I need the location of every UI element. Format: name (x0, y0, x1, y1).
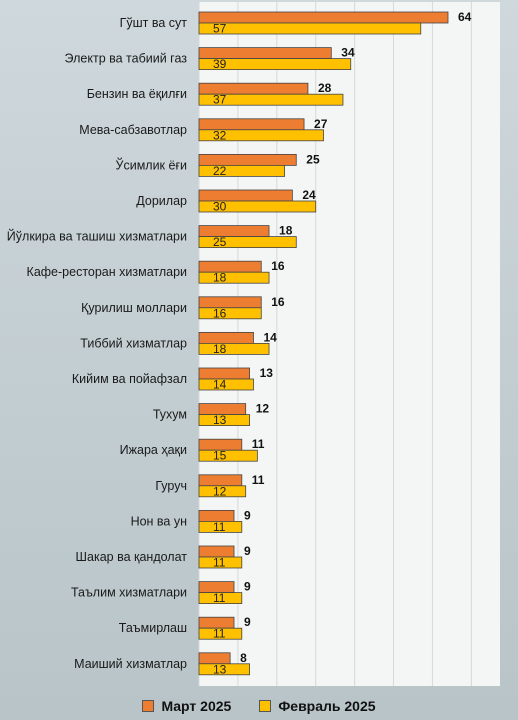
data-label-march: 9 (244, 544, 251, 558)
bar-march (198, 225, 270, 238)
bar-march (198, 11, 449, 24)
bar-february (198, 485, 247, 498)
data-label-march: 64 (458, 10, 472, 24)
bar-february (198, 58, 352, 70)
bar-march (198, 260, 262, 273)
data-label-february: 11 (213, 627, 226, 641)
category-label: Таълим хизматлари (71, 586, 187, 600)
data-label-february: 18 (213, 342, 227, 356)
bar-february (198, 556, 243, 569)
legend: Март 2025 Февраль 2025 (0, 695, 518, 717)
data-label-march: 9 (244, 615, 251, 629)
category-label: Шакар ва қандолат (76, 550, 188, 564)
data-label-february: 12 (213, 484, 227, 498)
legend-item-february: Февраль 2025 (259, 698, 376, 714)
bar-february (198, 414, 250, 427)
data-label-february: 11 (213, 520, 226, 534)
data-label-march: 11 (252, 437, 265, 451)
category-label: Кафе-ресторан хизматлари (27, 265, 187, 279)
data-label-march: 24 (302, 188, 316, 202)
data-label-march: 9 (244, 580, 251, 594)
data-label-march: 11 (252, 473, 265, 487)
category-label: Маиший хизматлар (74, 657, 187, 671)
bar-february (198, 449, 258, 462)
bar-february (198, 93, 344, 106)
bar-february (198, 200, 317, 213)
data-label-february: 30 (213, 200, 227, 214)
bar-february (198, 627, 243, 640)
data-label-february: 14 (213, 378, 227, 392)
category-label: Электр ва табиий газ (65, 52, 188, 66)
data-label-march: 28 (318, 81, 332, 95)
data-label-march: 14 (263, 330, 277, 344)
data-label-february: 25 (213, 235, 227, 249)
category-label: Бензин ва ёқилғи (87, 87, 187, 101)
legend-label-february: Февраль 2025 (278, 698, 376, 714)
bar-february (198, 271, 270, 284)
data-label-march: 34 (341, 46, 355, 60)
data-label-february: 57 (213, 22, 227, 36)
data-label-march: 9 (244, 508, 251, 522)
data-label-february: 32 (213, 128, 227, 142)
bar-february (198, 521, 243, 533)
bar-february (198, 164, 285, 177)
data-label-february: 37 (213, 93, 227, 107)
bar-february (198, 342, 270, 355)
bar-february (198, 129, 324, 142)
data-label-february: 13 (213, 413, 227, 427)
category-label: Мева-сабзавотлар (79, 123, 187, 137)
bar-february (198, 663, 250, 676)
data-label-february: 22 (213, 164, 227, 178)
data-label-march: 18 (279, 224, 293, 238)
category-label: Нон ва ун (131, 514, 188, 528)
data-label-february: 15 (213, 449, 227, 463)
data-label-march: 25 (306, 152, 320, 166)
data-label-february: 13 (213, 662, 227, 676)
data-label-february: 18 (213, 271, 227, 285)
category-label: Тиббий хизматлар (80, 336, 187, 350)
data-label-march: 12 (256, 402, 270, 416)
bar-february (198, 22, 422, 35)
bar-february (198, 307, 262, 320)
category-label: Гуруч (155, 479, 187, 493)
category-label: Қурилиш моллари (81, 301, 187, 315)
category-label: Гўшт ва сут (120, 16, 188, 30)
category-label: Дорилар (136, 194, 187, 208)
legend-item-march: Март 2025 (142, 698, 231, 714)
legend-swatch-february (259, 700, 272, 712)
data-label-march: 8 (240, 651, 247, 665)
data-label-march: 27 (314, 117, 328, 131)
category-label: Ижара ҳақи (120, 443, 187, 457)
category-label: Ўсимлик ёғи (116, 157, 187, 172)
data-label-february: 16 (213, 306, 227, 320)
bar-march (198, 296, 262, 309)
legend-swatch-march (142, 700, 155, 712)
category-label: Тухум (153, 408, 187, 422)
category-label: Таъмирлаш (119, 621, 187, 635)
bar-february (198, 236, 297, 249)
data-label-february: 39 (213, 57, 227, 71)
bar-february (198, 378, 254, 391)
data-label-march: 16 (271, 259, 285, 273)
data-label-february: 11 (213, 591, 226, 605)
legend-label-march: Март 2025 (161, 698, 232, 714)
category-label: Йўлкира ва ташиш хизматлари (7, 229, 187, 244)
data-label-february: 11 (213, 556, 226, 570)
bar-february (198, 592, 243, 604)
category-label: Кийим ва пойафзал (72, 372, 187, 386)
data-label-march: 13 (260, 366, 274, 380)
data-label-march: 16 (271, 295, 285, 309)
